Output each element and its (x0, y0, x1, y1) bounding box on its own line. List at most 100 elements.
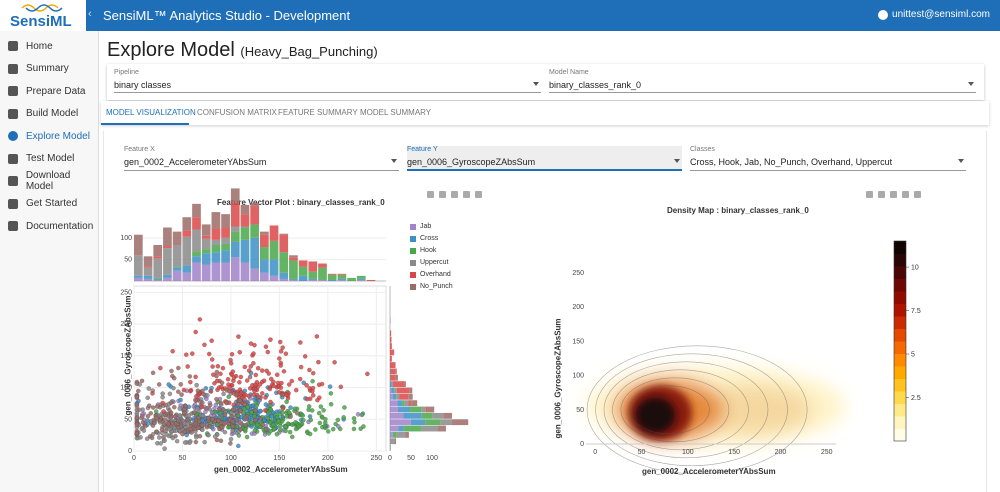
scatter-point (326, 429, 331, 434)
sidebar-item-build-model[interactable]: Build Model (0, 103, 99, 125)
right-histogram-bar (390, 431, 393, 438)
zoom-in-icon[interactable] (451, 191, 458, 198)
zoom-in-icon[interactable] (890, 191, 897, 198)
right-histogram-bar (394, 387, 397, 394)
right-histogram-bar (390, 438, 395, 445)
scatter-point (245, 405, 251, 410)
scatter-point (228, 436, 234, 442)
zoom-icon[interactable] (439, 191, 446, 198)
tab-feature-summary[interactable]: FEATURE SUMMARY (278, 108, 358, 117)
legend-item[interactable]: Uppercut (410, 259, 448, 266)
home-reset-icon[interactable] (475, 191, 482, 198)
scatter-point (210, 364, 215, 369)
scatter-point (280, 345, 285, 350)
legend-label: Hook (420, 247, 437, 254)
density-y-tick: 100 (572, 373, 584, 380)
zoom-icon[interactable] (878, 191, 885, 198)
home-reset-icon[interactable] (914, 191, 921, 198)
top-histogram-bar (143, 267, 153, 276)
sidebar-item-download-model[interactable]: Download Model (0, 170, 99, 192)
app-title: SensiML™ Analytics Studio - Development (103, 8, 351, 23)
scatter-point (230, 428, 235, 433)
scatter-point (176, 365, 181, 371)
camera-icon[interactable] (427, 191, 434, 198)
scatter-point (214, 378, 220, 384)
zoom-out-icon[interactable] (463, 191, 470, 198)
sidebar-item-summary[interactable]: Summary (0, 58, 99, 80)
scatter-point (285, 421, 291, 426)
scatter-point (283, 428, 288, 434)
collapse-sidebar-icon[interactable]: ‹ (88, 8, 92, 20)
legend-item[interactable]: Cross (410, 235, 438, 242)
pipeline-select[interactable]: Pipeline binary classes (114, 69, 541, 93)
feature-vector-plot[interactable]: 0 50 100 150 200 250 0 50 100 150 200 250 50 100 0 50 10… (120, 188, 484, 462)
scatter-point (249, 410, 254, 415)
right-histogram-bar (432, 412, 444, 419)
tab-model-visualization[interactable]: MODEL VISUALIZATION (106, 108, 196, 117)
model-name-select[interactable]: Model Name binary_classes_rank_0 (549, 69, 976, 93)
sidebar-item-get-started[interactable]: Get Started (0, 193, 99, 215)
sensiml-logo[interactable]: SensiML (0, 0, 86, 31)
scatter-point (307, 386, 312, 391)
sidebar-item-explore-model[interactable]: Explore Model (0, 125, 99, 147)
sidebar-item-prepare-data[interactable]: Prepare Data (0, 80, 99, 102)
right-histogram-bar (410, 419, 426, 426)
logo-text: SensiML (10, 13, 72, 30)
scatter-point (272, 426, 277, 431)
page-title-text: Explore Model (107, 39, 235, 61)
scatter-point (352, 420, 357, 425)
right-histogram-bar (438, 425, 446, 432)
scatter-point (195, 425, 201, 431)
legend-item[interactable]: Jab (410, 223, 431, 230)
right-histogram-bar (421, 406, 426, 413)
data-icon (8, 86, 18, 96)
legend-label: Jab (420, 223, 432, 230)
right-histogram-bar (404, 400, 409, 407)
top-histogram-tick: 100 (120, 235, 132, 242)
feature-y-select[interactable]: Feature Y gen_0006_GyroscopeZAbsSum (407, 146, 682, 171)
density-map[interactable]: 0 50 100 150 200 250 0 50 100 150 200 250 (572, 266, 874, 475)
user-menu[interactable]: unittest@sensiml.com (878, 9, 990, 20)
scatter-point (193, 329, 198, 335)
scatter-point (167, 408, 172, 413)
legend-item[interactable]: Overhand (410, 271, 451, 278)
scatter-point (268, 337, 273, 342)
scatter-point (188, 426, 193, 432)
zoom-out-icon[interactable] (902, 191, 909, 198)
legend-swatch (410, 223, 416, 230)
tab-model-summary[interactable]: MODEL SUMMARY (360, 108, 432, 117)
scatter-point (244, 416, 249, 422)
scatter-point (194, 382, 199, 388)
legend-item[interactable]: Hook (410, 247, 436, 254)
feature-x-select[interactable]: Feature X gen_0002_AccelerometerYAbsSum (124, 146, 399, 171)
scatter-point (144, 436, 150, 441)
density-x-tick: 200 (775, 449, 787, 456)
scatter-point (207, 424, 213, 429)
top-histogram-bar (143, 266, 153, 268)
scatter-point (278, 385, 284, 391)
sidebar-item-test-model[interactable]: Test Model (0, 148, 99, 170)
scatter-point (141, 428, 147, 433)
scatter-point (154, 429, 159, 435)
top-histogram-bar (240, 262, 250, 281)
scatter-point (236, 443, 241, 449)
tab-confusion-matrix[interactable]: CONFUSION MATRIX (197, 108, 277, 117)
top-histogram-bar (211, 228, 221, 240)
sidebar-item-label: Prepare Data (26, 85, 86, 97)
camera-icon[interactable] (866, 191, 873, 198)
right-histogram-bar (394, 438, 397, 445)
scatter-point (188, 379, 193, 385)
sidebar-item-documentation[interactable]: Documentation (0, 215, 99, 237)
project-name: (Heavy_Bag_Punching) (240, 44, 378, 59)
sidebar-item-home[interactable]: Home (0, 35, 99, 57)
sidebar-item-label: Build Model (26, 108, 79, 119)
right-histogram-bar (395, 374, 398, 381)
scatter-point (228, 441, 233, 446)
top-histogram-bar (163, 277, 172, 281)
right-histogram-tick: 100 (426, 455, 438, 462)
legend-item[interactable]: No_Punch (410, 283, 453, 290)
scatter-point (248, 341, 254, 346)
scatter-point (265, 349, 270, 355)
scatter-point (242, 364, 248, 370)
classes-select[interactable]: Classes Cross, Hook, Jab, No_Punch, Over… (690, 146, 966, 171)
